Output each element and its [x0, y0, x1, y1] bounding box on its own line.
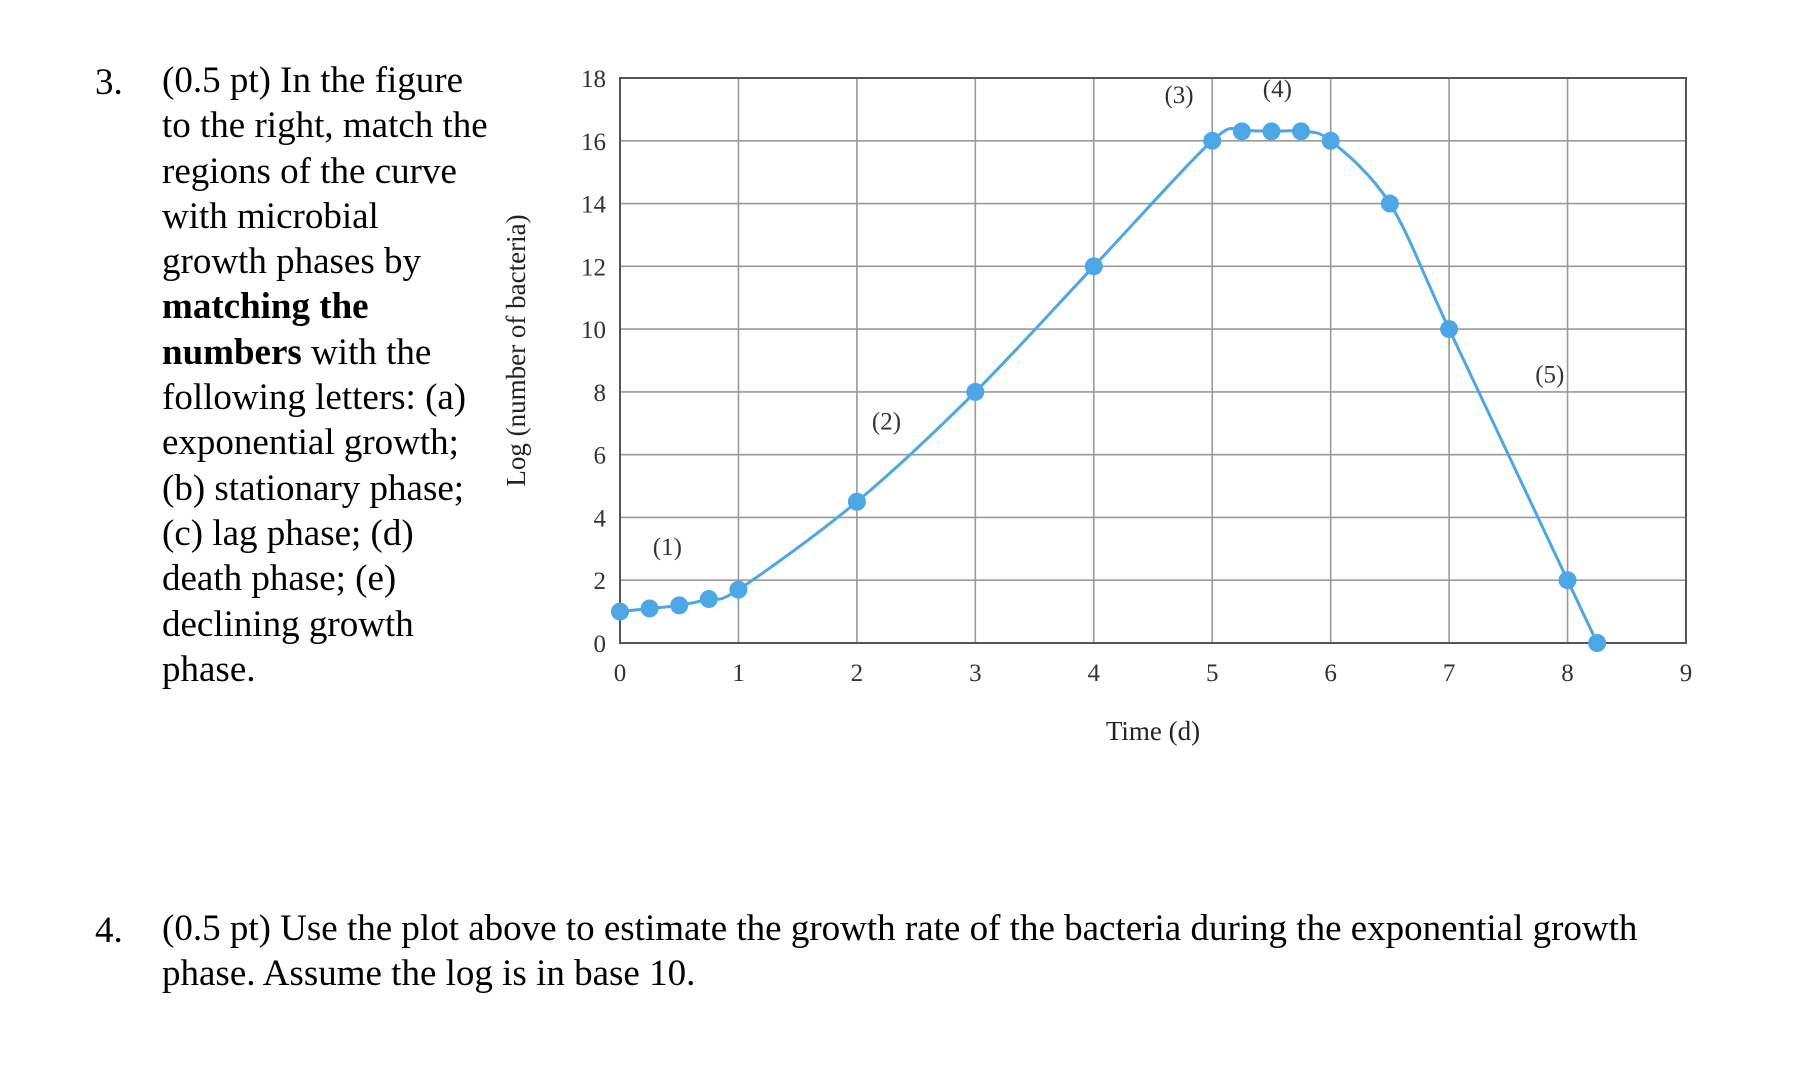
- y-tick-label: 12: [581, 254, 606, 281]
- question-3-prefix: (0.5 pt) In the figure to the right, mat…: [162, 60, 488, 283]
- region-label: (3): [1164, 82, 1193, 109]
- x-tick-label: 7: [1443, 660, 1456, 687]
- region-label: (1): [653, 534, 682, 561]
- y-tick-label: 0: [594, 631, 607, 658]
- data-point: [699, 590, 718, 609]
- x-tick-label: 0: [614, 660, 627, 687]
- x-tick-label: 6: [1324, 660, 1337, 687]
- data-point: [1262, 122, 1281, 141]
- data-point: [847, 492, 866, 511]
- data-point: [1440, 320, 1459, 339]
- region-label: (4): [1263, 76, 1292, 103]
- data-points: [611, 122, 1607, 652]
- x-tick-label: 8: [1561, 660, 1574, 687]
- x-tick-label: 5: [1206, 660, 1219, 687]
- y-tick-label: 18: [581, 66, 606, 93]
- data-point: [1203, 131, 1222, 150]
- data-point: [966, 382, 985, 401]
- plot-frame: [619, 77, 1687, 644]
- region-label: (2): [872, 409, 901, 436]
- data-point: [1380, 194, 1399, 213]
- data-point: [611, 602, 629, 621]
- data-point: [1558, 571, 1577, 590]
- question-3-text: (0.5 pt) In the figure to the right, mat…: [162, 58, 492, 692]
- question-4-text: (0.5 pt) Use the plot above to estimate …: [162, 908, 1638, 994]
- y-tick-label: 4: [594, 505, 607, 532]
- region-label: (5): [1535, 361, 1564, 388]
- data-point: [1588, 634, 1607, 652]
- chart-labels: (1) (2) (3) (4) (5): [653, 76, 1565, 561]
- y-tick-label: 2: [594, 568, 607, 595]
- chart-grid: [619, 77, 1687, 644]
- question-3-bold: matching the numbers: [162, 286, 369, 373]
- x-tick-label: 1: [732, 660, 745, 687]
- y-tick-label: 6: [594, 443, 607, 470]
- y-tick-label: 10: [581, 317, 606, 344]
- x-axis-label: Time (d): [1106, 716, 1200, 746]
- data-point: [1084, 257, 1103, 276]
- data-point: [670, 596, 689, 615]
- x-tick-label: 4: [1088, 660, 1101, 687]
- series-line: [619, 127, 1599, 644]
- y-tick-label: 16: [581, 129, 606, 156]
- data-point: [1232, 122, 1251, 141]
- y-tick-label: 14: [581, 192, 607, 219]
- x-tick-label: 3: [969, 660, 982, 687]
- data-point: [1321, 131, 1340, 150]
- data-point: [1292, 122, 1311, 141]
- question-4-number: 4.: [95, 910, 123, 951]
- y-axis-label: Log (number of bacteria): [501, 214, 531, 486]
- data-point: [640, 599, 659, 618]
- y-tick-label: 8: [594, 380, 607, 407]
- question-3-number: 3.: [95, 62, 123, 103]
- question-3-suffix: with the following letters: (a) exponent…: [162, 331, 467, 690]
- data-point: [729, 580, 748, 599]
- x-tick-label: 2: [851, 660, 864, 687]
- x-tick-label: 9: [1680, 660, 1693, 687]
- growth-curve: [619, 127, 1599, 644]
